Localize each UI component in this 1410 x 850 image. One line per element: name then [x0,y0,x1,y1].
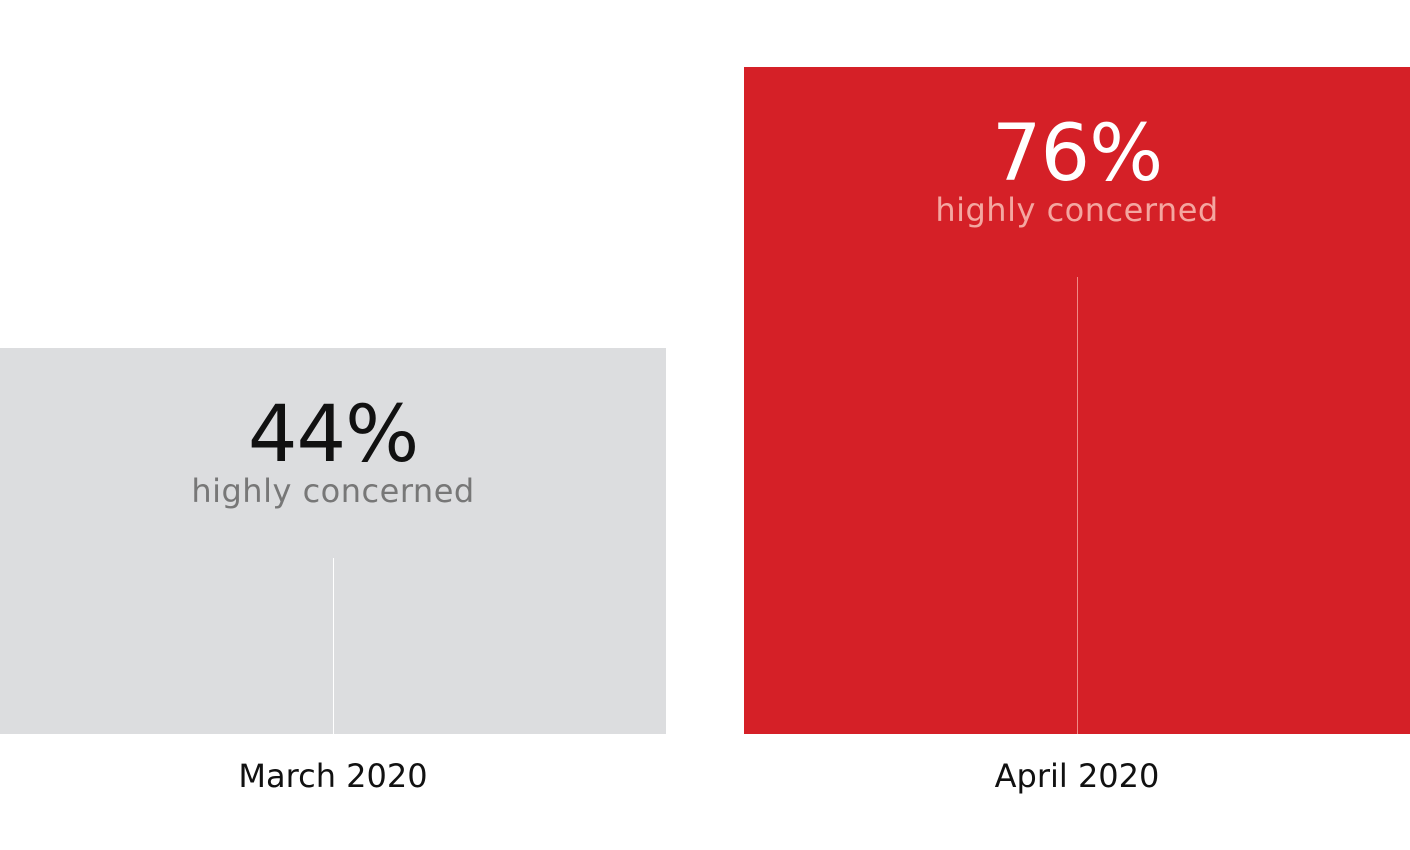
sublabel-march-2020: highly concerned [191,472,475,510]
value-label-march-2020: 44% [247,390,419,480]
category-label-april-2020: April 2020 [994,757,1160,795]
bar-april-2020: 76% highly concerned [744,67,1410,734]
value-label-april-2020: 76% [991,109,1163,199]
bar-march-2020: 44% highly concerned [0,348,666,734]
divider-line-april-2020 [1077,277,1078,734]
sublabel-april-2020: highly concerned [935,191,1219,229]
category-label-march-2020: March 2020 [238,757,428,795]
divider-line-march-2020 [333,558,334,734]
